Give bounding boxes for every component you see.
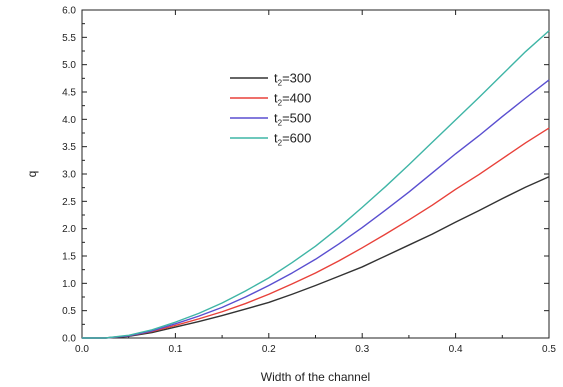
legend-label-3: t2=500 — [274, 111, 311, 128]
x-tick-label: 0.5 — [542, 344, 556, 355]
y-tick-label: 2.0 — [62, 224, 76, 235]
y-tick-label: 1.5 — [62, 252, 76, 263]
y-tick-label: 3.5 — [62, 142, 76, 153]
series-line-2 — [82, 127, 550, 339]
y-tick-label: 0.0 — [62, 334, 76, 345]
series-line-1 — [82, 176, 550, 339]
x-axis-title: Width of the channel — [261, 370, 370, 384]
y-tick-label: 6.0 — [62, 6, 76, 17]
legend-label-2: t2=400 — [274, 91, 311, 108]
x-tick-label: 0.0 — [75, 344, 89, 355]
y-axis-title: q — [25, 171, 39, 178]
series-line-3 — [82, 79, 550, 339]
legend: t2=300 t2=400 t2=500 t2=600 — [230, 71, 311, 148]
y-tick-label: 4.5 — [62, 88, 76, 99]
y-tick-label: 5.5 — [62, 33, 76, 44]
legend-label-4: t2=600 — [274, 131, 311, 148]
x-tick-label: 0.4 — [449, 344, 463, 355]
y-tick-label: 0.5 — [62, 306, 76, 317]
legend-label-1: t2=300 — [274, 71, 311, 88]
y-tick-label: 4.0 — [62, 115, 76, 126]
plot-area: 0.0 0.1 0.2 0.3 0.4 0.5 0.0 0.5 1.0 1.5 2.0 2.5 3.0 3… — [62, 6, 556, 356]
y-tick-label: 5.0 — [62, 60, 76, 71]
x-tick-label: 0.1 — [168, 344, 182, 355]
y-tick-label: 1.0 — [62, 279, 76, 290]
y-tick-label: 2.5 — [62, 197, 76, 208]
x-tick-label: 0.3 — [355, 344, 369, 355]
x-tick-label: 0.2 — [262, 344, 276, 355]
series-line-4 — [82, 30, 550, 339]
y-tick-label: 3.0 — [62, 170, 76, 181]
